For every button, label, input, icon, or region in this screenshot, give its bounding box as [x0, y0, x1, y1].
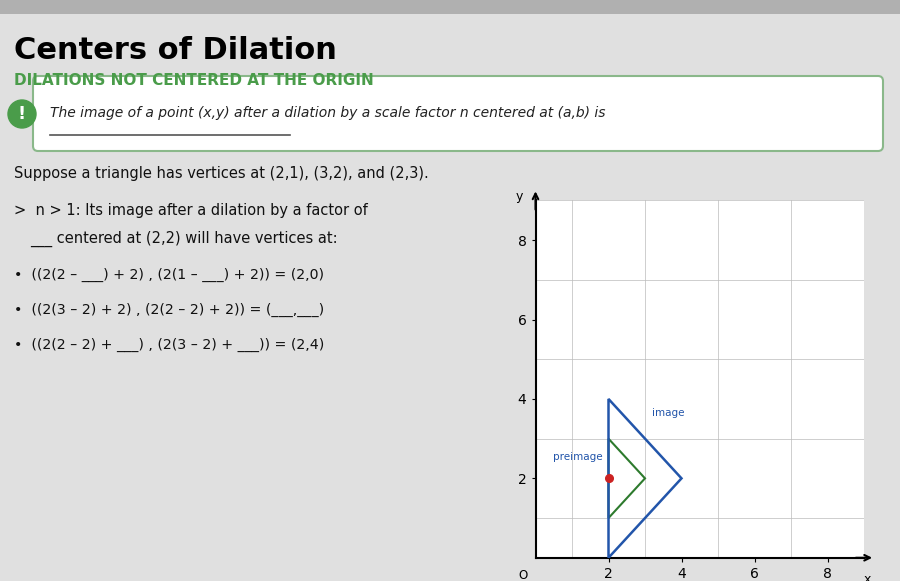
Text: O: O: [518, 569, 527, 581]
Text: >  n > 1: Its image after a dilation by a factor of: > n > 1: Its image after a dilation by a…: [14, 203, 368, 218]
Circle shape: [8, 100, 36, 128]
Text: Centers of Dilation: Centers of Dilation: [14, 36, 337, 65]
FancyBboxPatch shape: [0, 0, 900, 14]
Text: The image of a point (x,y) after a dilation by a scale factor n centered at (a,b: The image of a point (x,y) after a dilat…: [50, 106, 606, 120]
Text: preimage: preimage: [554, 451, 603, 461]
Text: •  ((2(2 – 2) + ___) , (2(3 – 2) + ___)) = (2,4): • ((2(2 – 2) + ___) , (2(3 – 2) + ___)) …: [14, 338, 324, 352]
Text: y: y: [516, 190, 523, 203]
Text: •  ((2(2 – ___) + 2) , (2(1 – ___) + 2)) = (2,0): • ((2(2 – ___) + 2) , (2(1 – ___) + 2)) …: [14, 268, 324, 282]
Text: x: x: [864, 573, 871, 581]
Text: Suppose a triangle has vertices at (2,1), (3,2), and (2,3).: Suppose a triangle has vertices at (2,1)…: [14, 166, 428, 181]
Text: image: image: [652, 408, 685, 418]
Text: •  ((2(3 – 2) + 2) , (2(2 – 2) + 2)) = (___,___): • ((2(3 – 2) + 2) , (2(2 – 2) + 2)) = (_…: [14, 303, 324, 317]
FancyBboxPatch shape: [33, 76, 883, 151]
Text: DILATIONS NOT CENTERED AT THE ORIGIN: DILATIONS NOT CENTERED AT THE ORIGIN: [14, 73, 373, 88]
Text: !: !: [18, 105, 26, 123]
Text: ___ centered at (2,2) will have vertices at:: ___ centered at (2,2) will have vertices…: [30, 231, 337, 247]
